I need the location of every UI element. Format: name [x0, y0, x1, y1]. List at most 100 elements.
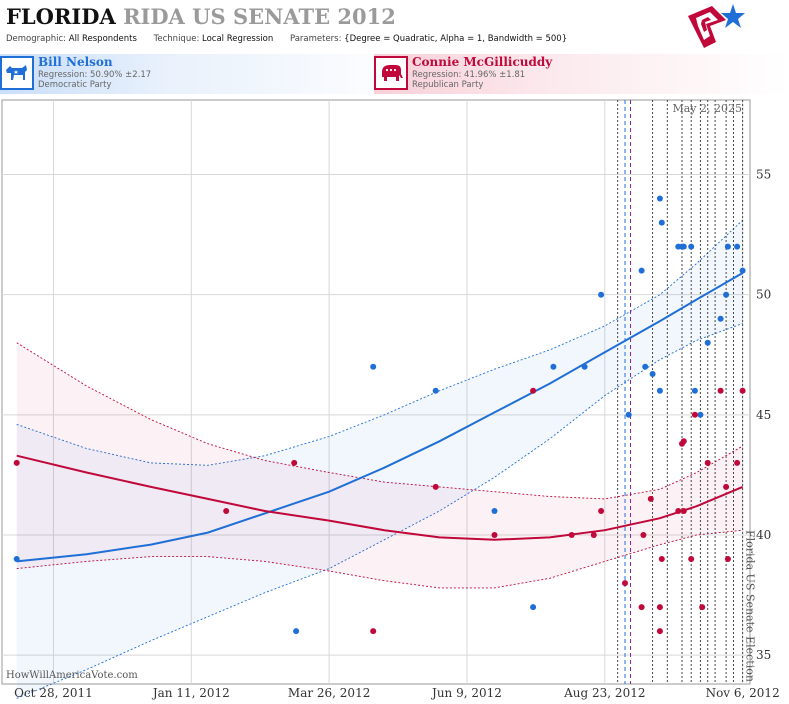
demographic-label: Demographic: — [6, 34, 67, 44]
poll-point — [704, 459, 711, 466]
page-header: FLORIDA RIDA US SENATE 2012 Demographic:… — [0, 0, 789, 52]
y-tick-label: 40 — [756, 528, 771, 542]
poll-point — [432, 483, 439, 490]
poll-point — [649, 371, 656, 377]
poll-point — [370, 628, 377, 635]
technique-label: Technique: — [153, 34, 200, 44]
poll-point — [675, 508, 682, 514]
poll-point — [717, 315, 724, 322]
poll-point — [656, 604, 663, 611]
poll-point — [638, 267, 645, 274]
page-title: FLORIDA RIDA US SENATE 2012 — [6, 4, 396, 29]
regression-line — [16, 454, 743, 541]
x-tick-label: Nov 6, 2012 — [706, 686, 780, 700]
rep-party: Republican Party — [412, 80, 484, 90]
poll-point — [640, 532, 647, 538]
poll-point — [291, 459, 298, 466]
x-tick-label: Jun 9, 2012 — [430, 686, 502, 700]
lower-bound-line — [16, 323, 743, 699]
dem-candidate-name: Bill Nelson — [38, 55, 113, 69]
lower-bound-line — [16, 529, 743, 589]
poll-point — [739, 387, 746, 394]
poll-point — [688, 243, 695, 250]
confidence-band — [16, 220, 743, 699]
y-tick-label: 35 — [756, 648, 771, 662]
poll-point — [530, 604, 537, 611]
upper-bound-line — [16, 219, 743, 466]
candidate-democrat: Bill Nelson Regression: 50.90% ±2.17 Dem… — [0, 54, 420, 94]
poll-point — [642, 363, 649, 370]
poll-point — [717, 387, 724, 394]
dem-party: Democratic Party — [38, 80, 112, 90]
donkey-icon — [0, 56, 34, 90]
x-tick-label: Jan 11, 2012 — [151, 686, 230, 700]
poll-point — [491, 532, 498, 538]
poll-point — [550, 363, 557, 370]
poll-points — [13, 195, 746, 635]
regression-line — [16, 272, 744, 563]
poll-point — [622, 580, 628, 587]
poll-point — [647, 495, 654, 502]
poll-point — [697, 411, 704, 418]
poll-point — [724, 243, 731, 250]
poll-point — [724, 556, 731, 562]
poll-point — [691, 387, 698, 394]
parameters-value: {Degree = Quadratic, Alpha = 1, Bandwidt… — [344, 34, 568, 44]
poll-point — [680, 438, 687, 445]
poll-point — [432, 387, 439, 394]
poll-point — [656, 387, 663, 394]
poll-point — [590, 532, 597, 538]
candidate-republican: Connie McGillicuddy Regression: 41.96% ±… — [374, 54, 789, 94]
poll-point — [13, 556, 20, 562]
poll-point — [688, 556, 695, 562]
x-tick-label: Mar 26, 2012 — [288, 686, 370, 700]
date-label: May 2, 2025 — [672, 102, 742, 115]
x-tick-label: Aug 23, 2012 — [563, 686, 645, 700]
poll-point — [625, 411, 632, 418]
poll-point — [680, 508, 687, 514]
poll-point — [638, 604, 645, 611]
poll-point — [691, 411, 698, 418]
poll-point — [680, 243, 687, 250]
poll-point — [223, 508, 230, 514]
trend-lines — [16, 272, 744, 563]
poll-point — [734, 459, 741, 466]
poll-point — [568, 532, 575, 538]
title-state: FLORIDA — [6, 4, 116, 29]
watermark: HowWillAmericaVote.com — [6, 670, 138, 681]
technique-value: Local Regression — [202, 34, 274, 44]
parameters-label: Parameters: — [289, 34, 342, 44]
confidence-bands — [16, 219, 743, 699]
rep-regression: Regression: 41.96% ±1.81 — [412, 70, 526, 80]
axes: 35 40 45 50 55 Oct 28, 2011 Jan 11, 2012 Mar 26… — [14, 168, 780, 700]
confidence-band — [16, 342, 743, 588]
poll-point — [723, 291, 730, 298]
poll-point — [656, 195, 663, 202]
star-flag-logo-icon — [688, 4, 745, 48]
poll-point — [734, 243, 741, 250]
poll-point — [491, 508, 498, 514]
polling-chart: 35 40 45 50 55 Oct 28, 2011 Jan 11, 2012 Mar 26… — [1, 99, 780, 700]
poll-point — [723, 483, 730, 490]
poll-point — [293, 628, 300, 635]
poll-point — [704, 339, 711, 346]
poll-point — [598, 508, 605, 514]
poll-point — [370, 363, 377, 370]
poll-point — [658, 219, 665, 226]
y-tick-label: 55 — [756, 168, 771, 182]
elephant-icon — [374, 56, 408, 90]
parameters-line: Demographic: All Respondents Technique: … — [6, 34, 581, 44]
dem-regression: Regression: 50.90% ±2.17 — [38, 70, 152, 80]
poll-point — [699, 604, 706, 611]
demographic-value: All Respondents — [68, 34, 137, 44]
election-label: Florida US Senate Election — [744, 530, 757, 682]
x-tick-label: Oct 28, 2011 — [14, 686, 93, 700]
y-tick-label: 45 — [756, 408, 771, 422]
rep-candidate-name: Connie McGillicuddy — [412, 55, 553, 69]
poll-point — [656, 628, 663, 635]
chart-labels: May 2, 2025 Florida US Senate Election How… — [6, 102, 757, 682]
poll-point — [739, 267, 746, 274]
y-tick-label: 50 — [756, 288, 771, 302]
poll-point — [598, 291, 605, 298]
poll-point — [13, 459, 20, 466]
